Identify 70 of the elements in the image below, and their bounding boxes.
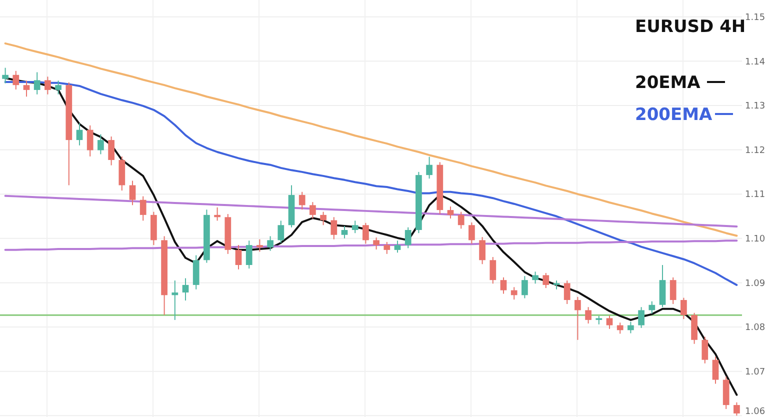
candlestick: [384, 241, 390, 254]
candlestick: [129, 180, 136, 206]
candlestick: [522, 276, 528, 299]
candlestick: [447, 206, 454, 219]
candlestick: [246, 240, 252, 270]
candlestick: [616, 322, 624, 334]
y-tick-label: 1.10: [745, 234, 766, 245]
candlestick: [648, 300, 656, 314]
candlestick: [108, 136, 114, 166]
candlestick: [670, 276, 676, 304]
candlestick: [394, 240, 401, 254]
y-tick-label: 1.11: [745, 190, 766, 200]
candlestick: [341, 226, 348, 239]
candlestick: [298, 191, 306, 210]
candlestick: [734, 402, 740, 416]
y-tick-label: 1.15: [745, 12, 766, 23]
y-tick-label: 1.09: [745, 278, 766, 289]
y-tick-label: 1.06: [745, 407, 766, 417]
candlestick: [256, 238, 263, 252]
candlestick: [373, 237, 380, 250]
candlestick: [278, 220, 284, 244]
candlestick: [490, 256, 496, 284]
candlestick: [468, 222, 475, 244]
candlestick: [12, 70, 20, 90]
line-series: [4, 194, 738, 228]
candlestick: [352, 220, 358, 234]
candlestick: [458, 211, 464, 230]
candlestick: [628, 321, 634, 334]
candlestick: [574, 296, 581, 340]
candlestick: [2, 67, 8, 84]
candlestick: [172, 280, 178, 320]
y-tick-label: 1.13: [745, 102, 766, 112]
candlestick: [98, 134, 104, 155]
candlestick: [330, 216, 338, 240]
candlestick: [532, 271, 538, 284]
candlestick: [702, 336, 708, 364]
candlestick: [267, 236, 274, 252]
candlestick: [564, 280, 570, 304]
candlestick: [182, 278, 189, 301]
candlestick: [362, 222, 369, 244]
candlestick: [76, 122, 83, 146]
candlestick: [310, 202, 316, 219]
legend-label: 200EMA: [635, 105, 714, 125]
candlestick: [680, 297, 687, 320]
candlestick: [34, 72, 40, 95]
y-tick-label: 1.14: [745, 57, 766, 68]
candlestick: [55, 80, 62, 95]
candlestick: [235, 244, 242, 270]
candlestick: [44, 76, 51, 95]
candlestick: [638, 306, 644, 328]
candlestick: [214, 206, 220, 222]
candlestick: [479, 236, 486, 265]
candlestick: [404, 226, 412, 249]
legend-label: 20EMA: [635, 73, 702, 93]
candlestick: [426, 156, 432, 180]
candlestick: [140, 196, 146, 222]
candlestick: [542, 272, 550, 289]
y-tick-label: 1.07: [745, 368, 766, 378]
candlestick: [510, 286, 518, 300]
candlestick: [23, 80, 30, 98]
y-tick-label: 1.08: [745, 323, 766, 334]
line-series: [4, 42, 738, 237]
y-tick-label: 1.12: [745, 146, 766, 156]
candlestick: [320, 211, 326, 226]
candlestick: [606, 315, 613, 330]
candlestick: [712, 356, 719, 384]
candlestick: [500, 276, 507, 294]
candlestick: [86, 124, 94, 157]
candlestick: [585, 306, 592, 324]
text: EURUSD 4H: [635, 17, 746, 37]
